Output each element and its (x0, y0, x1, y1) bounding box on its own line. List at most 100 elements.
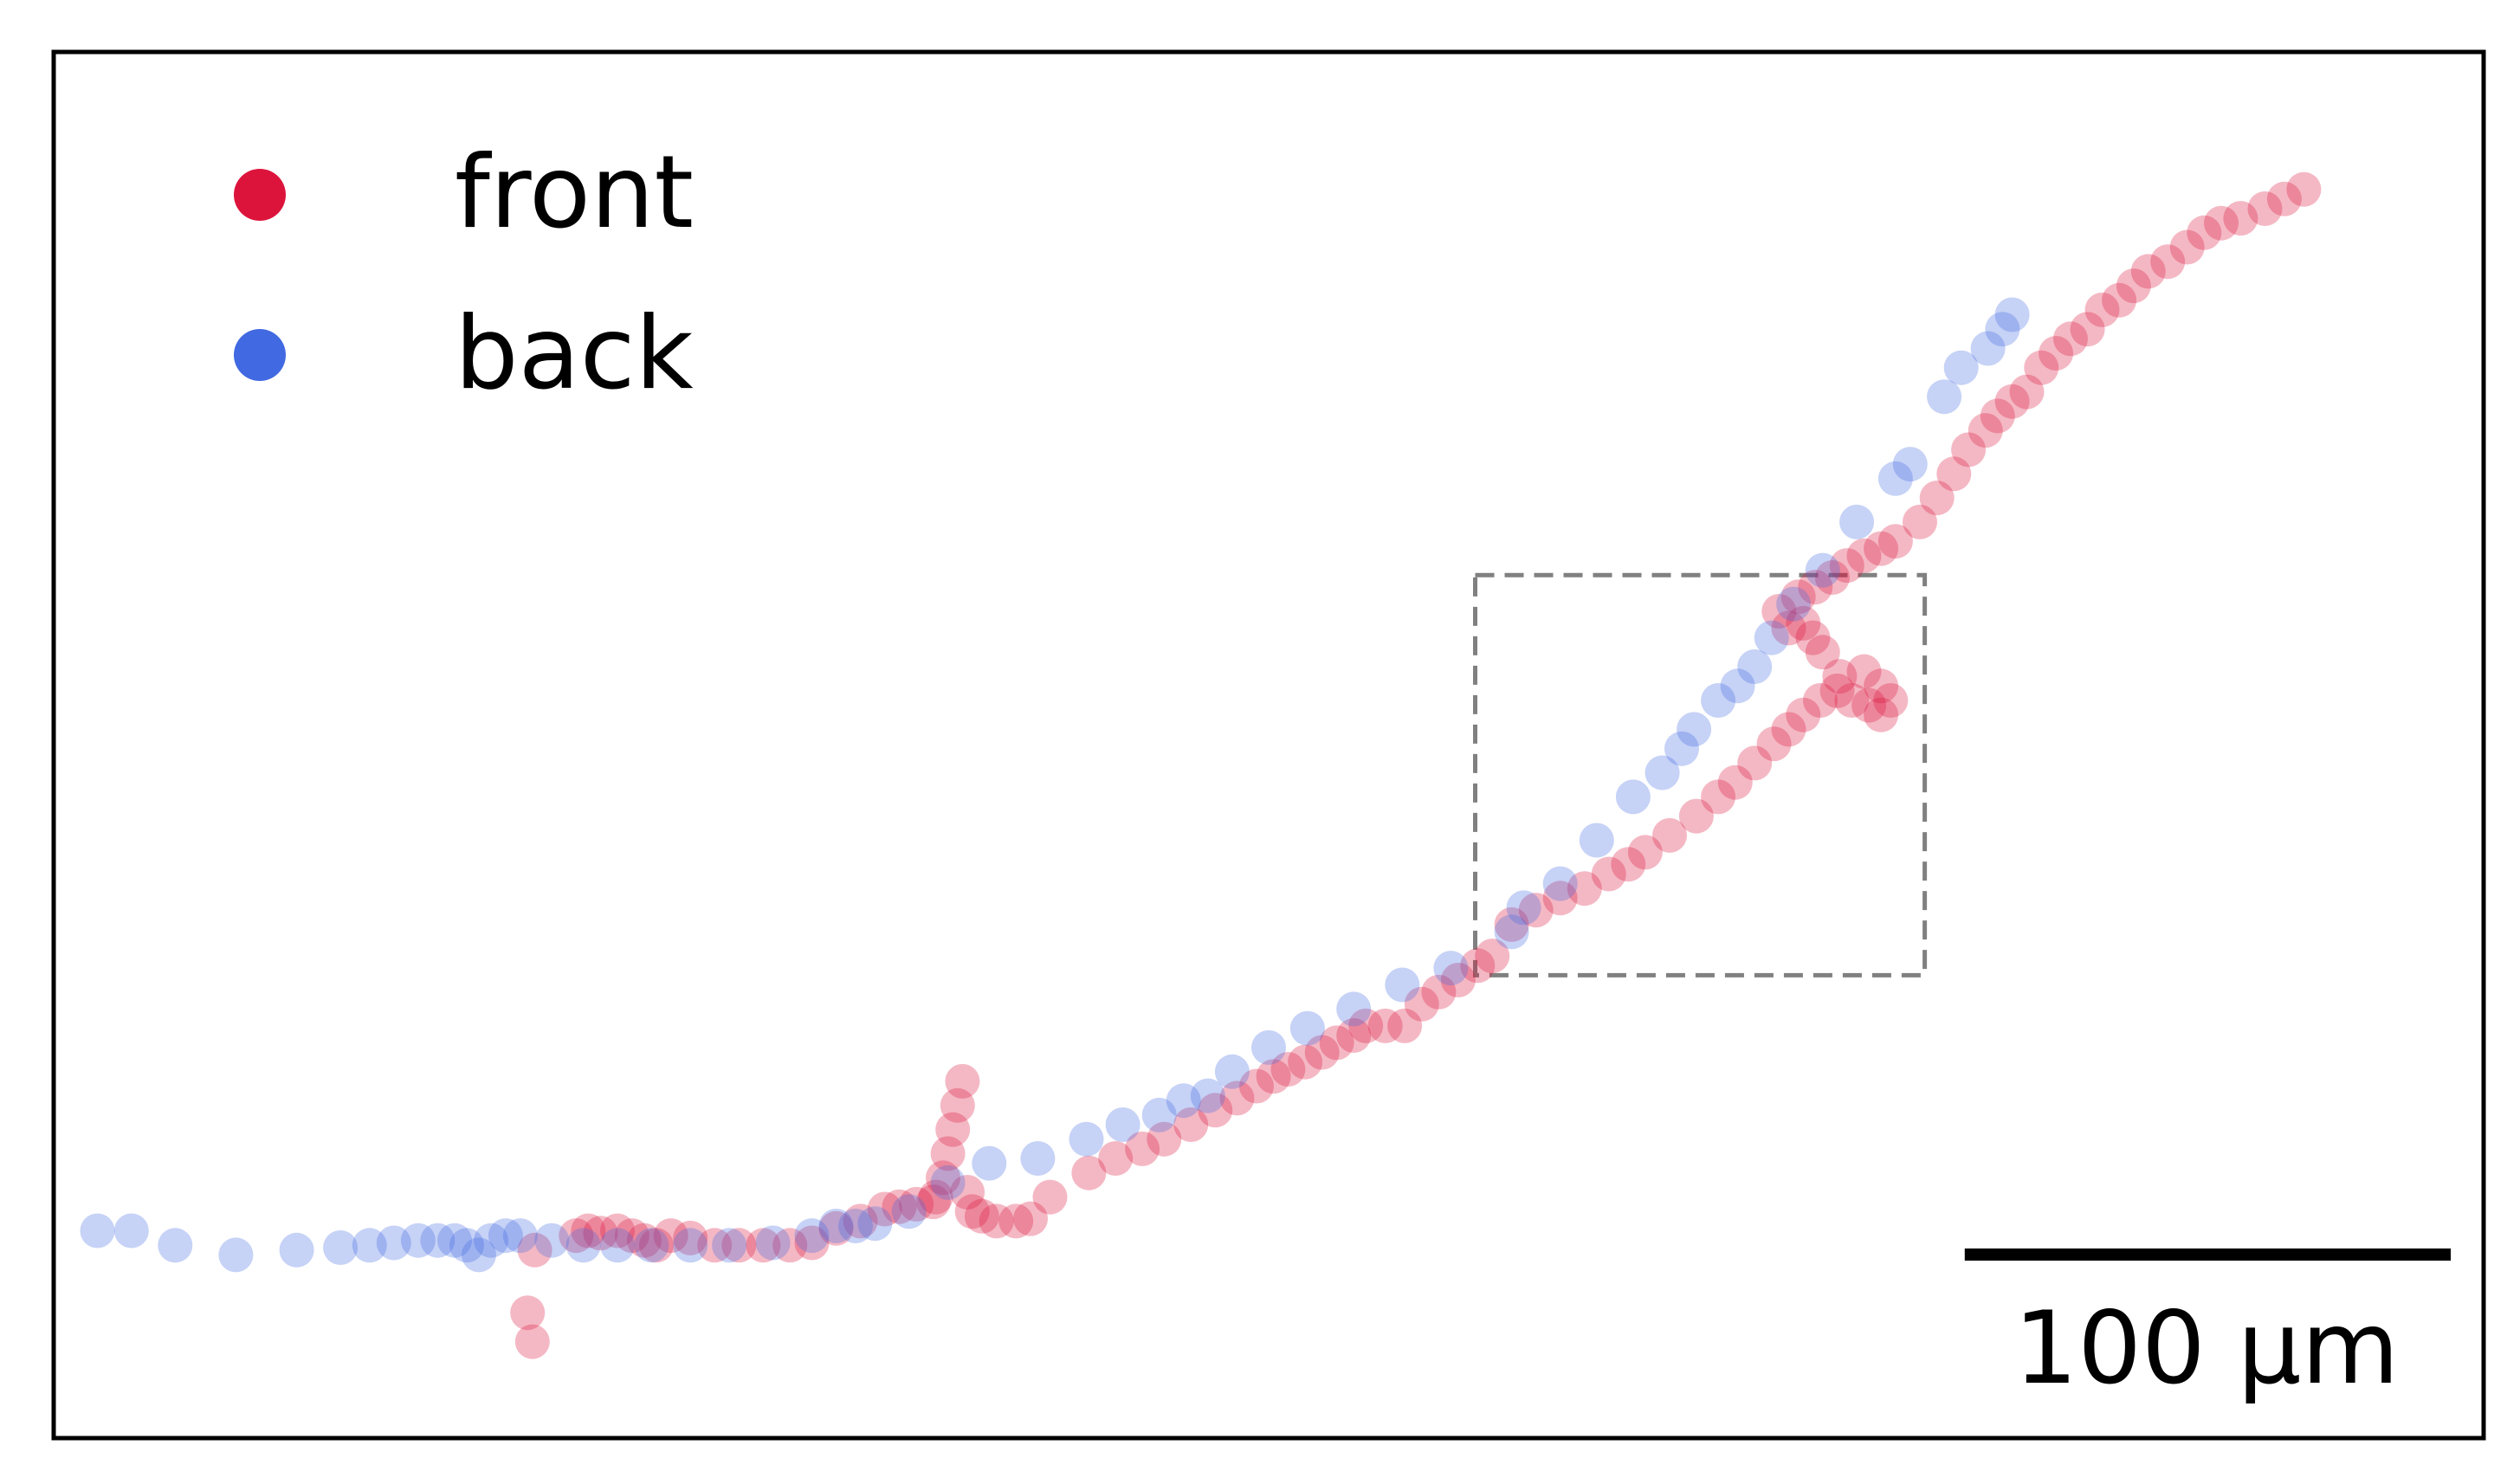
back-point (400, 1223, 436, 1258)
front-point (1834, 683, 1870, 718)
front-point (1387, 1008, 1423, 1043)
front-point (1846, 654, 1882, 689)
front-point (1761, 594, 1797, 629)
front-point (1795, 620, 1831, 655)
front-point (954, 1194, 990, 1229)
back-point (1839, 504, 1875, 539)
back-point (1644, 755, 1680, 790)
front-point (1270, 1052, 1306, 1087)
back-point (794, 1218, 830, 1254)
front-point (514, 1324, 550, 1359)
back-point (600, 1228, 635, 1263)
back-point (1664, 731, 1699, 766)
front-point (1678, 798, 1714, 834)
front-point (2204, 205, 2239, 241)
back-point (488, 1218, 523, 1254)
front-point (918, 1179, 953, 1215)
front-point (1256, 1059, 1291, 1094)
front-point (1239, 1068, 1274, 1104)
front-point (1098, 1141, 1134, 1176)
front-point (1771, 610, 1806, 646)
plot-frame (51, 49, 2486, 1441)
front-point (1198, 1093, 1233, 1128)
front-point (510, 1295, 546, 1331)
front-point (697, 1228, 733, 1263)
back-point (1994, 297, 2030, 332)
front-point (1846, 538, 1882, 573)
front-point (1829, 548, 1864, 584)
front-point (1780, 579, 1816, 615)
front-point (1404, 986, 1439, 1022)
back-point (972, 1145, 1007, 1181)
front-point (2286, 171, 2322, 207)
front-point (583, 1216, 618, 1251)
legend-label-front: front (455, 134, 694, 251)
front-point (1737, 745, 1773, 781)
back-point (1141, 1097, 1177, 1132)
front-point (1125, 1131, 1160, 1166)
scale-bar: 100 µm (1964, 1248, 2451, 1407)
back-point (534, 1223, 570, 1258)
front-point (559, 1218, 594, 1254)
front-point (1440, 963, 1476, 997)
front-point (843, 1203, 878, 1239)
front-point (899, 1186, 934, 1222)
back-point (673, 1228, 708, 1263)
front-point (1348, 1008, 1384, 1043)
back-point (1877, 461, 1913, 496)
back-point (1677, 712, 1712, 747)
front-point (1304, 1035, 1340, 1070)
front-point (1877, 524, 1913, 559)
front-point (1815, 560, 1850, 595)
front-point (867, 1191, 902, 1227)
back-point (449, 1228, 484, 1263)
front-point (1319, 1025, 1354, 1061)
front-point (2009, 374, 2045, 410)
front-point (1951, 432, 1987, 468)
front-point (517, 1232, 552, 1268)
front-point (2247, 191, 2283, 226)
back-point (158, 1228, 193, 1263)
front-point (926, 1160, 960, 1196)
back-point (1105, 1107, 1140, 1142)
back-point (1433, 951, 1469, 986)
front-point (1567, 871, 1602, 907)
back-point (1069, 1121, 1104, 1157)
back-point (755, 1225, 791, 1261)
back-point (474, 1223, 509, 1258)
back-point (1927, 379, 1962, 415)
front-point (626, 1223, 662, 1258)
front-point (1819, 673, 1855, 708)
front-point (2102, 282, 2137, 318)
front-point (1071, 1155, 1107, 1190)
front-point (945, 1063, 980, 1099)
back-point (634, 1228, 669, 1263)
front-point (1919, 481, 1955, 516)
front-point (1756, 726, 1792, 762)
front-point (2130, 254, 2166, 289)
front-point (2150, 244, 2186, 280)
front-point (2039, 336, 2074, 371)
back-point (930, 1165, 966, 1200)
back-point (1701, 683, 1736, 718)
back-point (1336, 991, 1372, 1027)
back-point (1289, 1010, 1325, 1046)
legend: front back (234, 134, 694, 412)
series-back (80, 297, 2030, 1273)
back-point (1776, 586, 1812, 622)
inset-box (1473, 572, 1928, 978)
front-point (1475, 939, 1510, 974)
front-point (1864, 531, 1899, 566)
scale-bar-label: 100 µm (2013, 1290, 2399, 1407)
front-point (2116, 268, 2151, 304)
legend-marker-front (234, 169, 286, 221)
front-point (1805, 635, 1840, 670)
front-point (794, 1225, 830, 1261)
front-point (673, 1220, 708, 1255)
front-point (1288, 1044, 1323, 1080)
back-point (565, 1228, 601, 1263)
front-point (721, 1228, 757, 1263)
points-layer (80, 171, 2322, 1359)
front-point (950, 1175, 985, 1210)
